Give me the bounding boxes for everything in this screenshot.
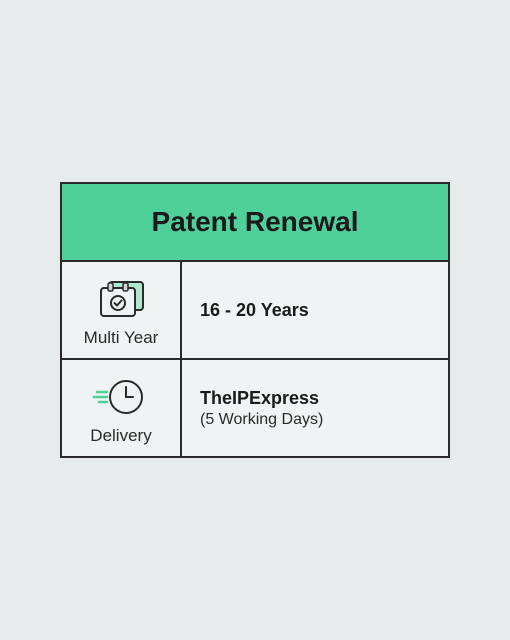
clock-delivery-icon bbox=[91, 372, 151, 420]
cell-right-delivery: TheIPExpress (5 Working Days) bbox=[182, 360, 448, 456]
cell-left-multi-year: Multi Year bbox=[62, 262, 182, 358]
value-delivery-main: TheIPExpress bbox=[200, 388, 430, 409]
row-multi-year: Multi Year 16 - 20 Years bbox=[62, 262, 448, 360]
value-delivery-sub: (5 Working Days) bbox=[200, 411, 430, 429]
label-multi-year: Multi Year bbox=[84, 328, 159, 348]
value-years: 16 - 20 Years bbox=[200, 300, 430, 321]
calendar-multi-icon bbox=[91, 274, 151, 322]
row-delivery: Delivery TheIPExpress (5 Working Days) bbox=[62, 360, 448, 456]
card-header: Patent Renewal bbox=[62, 184, 448, 262]
info-card: Patent Renewal Multi Year bbox=[60, 182, 450, 458]
cell-left-delivery: Delivery bbox=[62, 360, 182, 456]
label-delivery: Delivery bbox=[90, 426, 151, 446]
cell-right-multi-year: 16 - 20 Years bbox=[182, 262, 448, 358]
card-title: Patent Renewal bbox=[72, 206, 438, 238]
